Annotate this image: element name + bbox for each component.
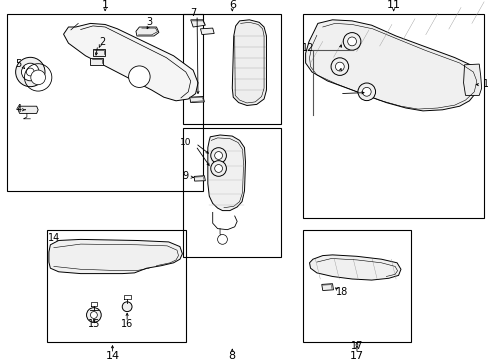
Circle shape (31, 70, 45, 85)
Circle shape (16, 57, 45, 87)
Polygon shape (232, 20, 266, 105)
Polygon shape (321, 284, 333, 291)
Polygon shape (309, 255, 400, 280)
Circle shape (343, 33, 360, 50)
Bar (183, 128, 281, 257)
Circle shape (357, 83, 375, 100)
Text: 8: 8 (228, 351, 235, 360)
Text: 5: 5 (16, 59, 21, 69)
Text: 4: 4 (16, 104, 21, 114)
Polygon shape (305, 20, 479, 111)
Circle shape (362, 87, 370, 96)
Polygon shape (90, 58, 102, 65)
Circle shape (347, 37, 356, 46)
Circle shape (122, 302, 132, 312)
Bar (183, 14, 281, 124)
Bar (303, 14, 483, 218)
Bar (47, 230, 185, 342)
Text: 7: 7 (190, 8, 196, 18)
Polygon shape (463, 64, 481, 95)
Bar (303, 230, 410, 342)
Circle shape (90, 311, 97, 319)
Polygon shape (63, 23, 198, 101)
Polygon shape (136, 27, 159, 36)
Polygon shape (194, 176, 205, 181)
Text: 9: 9 (183, 171, 188, 181)
Text: 3: 3 (146, 17, 152, 27)
Text: 13: 13 (482, 78, 488, 89)
Polygon shape (49, 239, 182, 274)
Text: 1: 1 (102, 0, 108, 10)
Polygon shape (189, 96, 204, 103)
Circle shape (330, 58, 348, 75)
Text: 14: 14 (48, 233, 60, 243)
Polygon shape (207, 135, 245, 211)
Circle shape (217, 234, 227, 244)
Polygon shape (200, 28, 214, 35)
Polygon shape (93, 49, 105, 56)
Text: 14: 14 (105, 351, 119, 360)
Text: 16: 16 (121, 319, 133, 329)
Text: 17: 17 (350, 341, 363, 351)
Circle shape (214, 165, 222, 172)
Text: 12: 12 (301, 42, 314, 53)
Polygon shape (18, 106, 38, 113)
Circle shape (335, 62, 344, 71)
Polygon shape (190, 20, 205, 27)
Circle shape (21, 63, 39, 81)
Text: 2: 2 (100, 37, 105, 48)
Circle shape (26, 68, 34, 76)
Circle shape (210, 148, 226, 163)
Text: 6: 6 (228, 0, 235, 10)
Circle shape (214, 152, 222, 159)
Bar (7, 14, 203, 191)
Text: 10: 10 (180, 138, 191, 147)
Circle shape (128, 66, 150, 87)
Text: 11: 11 (386, 0, 400, 10)
Circle shape (86, 308, 101, 322)
Text: 17: 17 (349, 351, 363, 360)
Circle shape (210, 161, 226, 176)
Text: 18: 18 (335, 287, 348, 297)
Text: 15: 15 (87, 319, 100, 329)
